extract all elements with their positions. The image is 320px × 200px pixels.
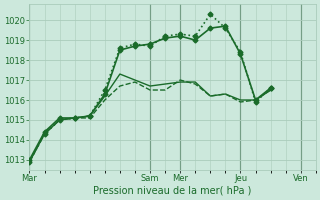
X-axis label: Pression niveau de la mer( hPa ): Pression niveau de la mer( hPa ) bbox=[93, 186, 252, 196]
